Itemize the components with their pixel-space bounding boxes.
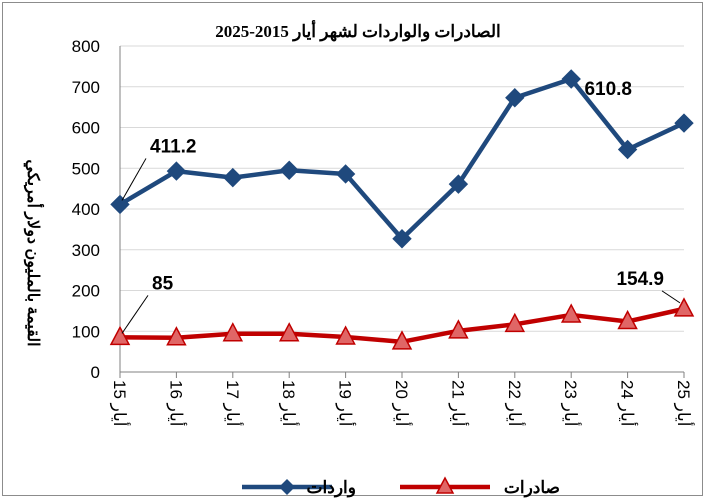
- y-tick-label: 500: [72, 159, 100, 178]
- chart-title: الصادرات والواردات لشهر أيار 2015-2025: [215, 19, 501, 42]
- legend-marker: [279, 479, 295, 495]
- chart-frame: [2, 2, 703, 496]
- y-tick-label: 0: [91, 363, 100, 382]
- data-label: 154.9: [616, 269, 664, 290]
- data-point: [674, 113, 694, 133]
- x-tick-label: أيار 25: [673, 380, 695, 427]
- legend-label: واردات: [307, 478, 356, 498]
- data-point: [335, 325, 356, 345]
- data-point: [448, 174, 469, 194]
- y-tick-label: 400: [72, 200, 100, 219]
- y-tick-label: 700: [72, 78, 100, 97]
- data-label: 85: [152, 273, 174, 294]
- data-point: [109, 325, 131, 346]
- data-point: [166, 161, 187, 181]
- data-point: [166, 326, 187, 346]
- data-point: [223, 167, 243, 188]
- x-tick-label: أيار 17: [222, 380, 244, 427]
- data-point: [278, 322, 300, 342]
- x-tick-label: أيار 16: [165, 380, 187, 427]
- data-point: [110, 194, 130, 215]
- data-point: [335, 164, 356, 184]
- data-label: 610.8: [584, 79, 632, 100]
- legend-item: صادرات: [400, 476, 560, 498]
- data-point: [617, 309, 638, 330]
- data-point: [448, 319, 469, 339]
- leader-line: [121, 158, 147, 201]
- legend-marker: [435, 476, 455, 494]
- data-point: [392, 229, 412, 249]
- y-axis-ticks: 0 100 200 300 400 500 600 700 800: [72, 37, 100, 382]
- data-point: [279, 160, 299, 180]
- x-tick-label: أيار 21: [447, 380, 469, 427]
- series-line: [118, 76, 685, 241]
- y-tick-label: 300: [72, 241, 100, 260]
- data-labels-layer: 411.2 610.8 85 154.9: [121, 79, 681, 334]
- x-tick-label: أيار 24: [617, 380, 639, 427]
- x-tick-label: أيار 19: [335, 380, 357, 427]
- legend-label: صادرات: [504, 478, 560, 498]
- leader-line: [661, 290, 681, 304]
- data-point: [505, 88, 525, 108]
- y-axis-label: القيمة بالمليون دولار أمريكي: [23, 159, 45, 346]
- series-exports: [109, 297, 695, 350]
- data-point: [560, 303, 582, 323]
- y-tick-label: 600: [72, 119, 100, 138]
- leader-line: [121, 295, 149, 334]
- x-tick-label: أيار 22: [504, 380, 526, 427]
- x-axis-ticks: أيار 15 أيار 16 أيار 17 أيار 18 أيار 19 أيار …: [109, 372, 695, 427]
- y-tick-label: 100: [72, 322, 100, 341]
- data-label: 411.2: [150, 136, 197, 157]
- data-point: [222, 322, 244, 342]
- x-tick-label: أيار 18: [278, 380, 300, 427]
- x-tick-label: أيار 20: [391, 380, 413, 427]
- legend: صادرات واردات: [242, 476, 560, 498]
- y-tick-label: 200: [72, 282, 100, 301]
- x-tick-label: أيار 23: [560, 380, 582, 427]
- data-point: [673, 297, 695, 317]
- x-tick-label: أيار 15: [109, 380, 131, 427]
- data-point: [391, 330, 413, 350]
- series-imports: [110, 69, 694, 249]
- y-tick-label: 800: [72, 37, 100, 56]
- legend-item: واردات: [242, 478, 356, 498]
- data-point: [617, 139, 638, 160]
- gridlines: [120, 45, 684, 332]
- data-point: [561, 69, 581, 89]
- series-layer: [109, 69, 695, 350]
- data-point: [504, 312, 526, 333]
